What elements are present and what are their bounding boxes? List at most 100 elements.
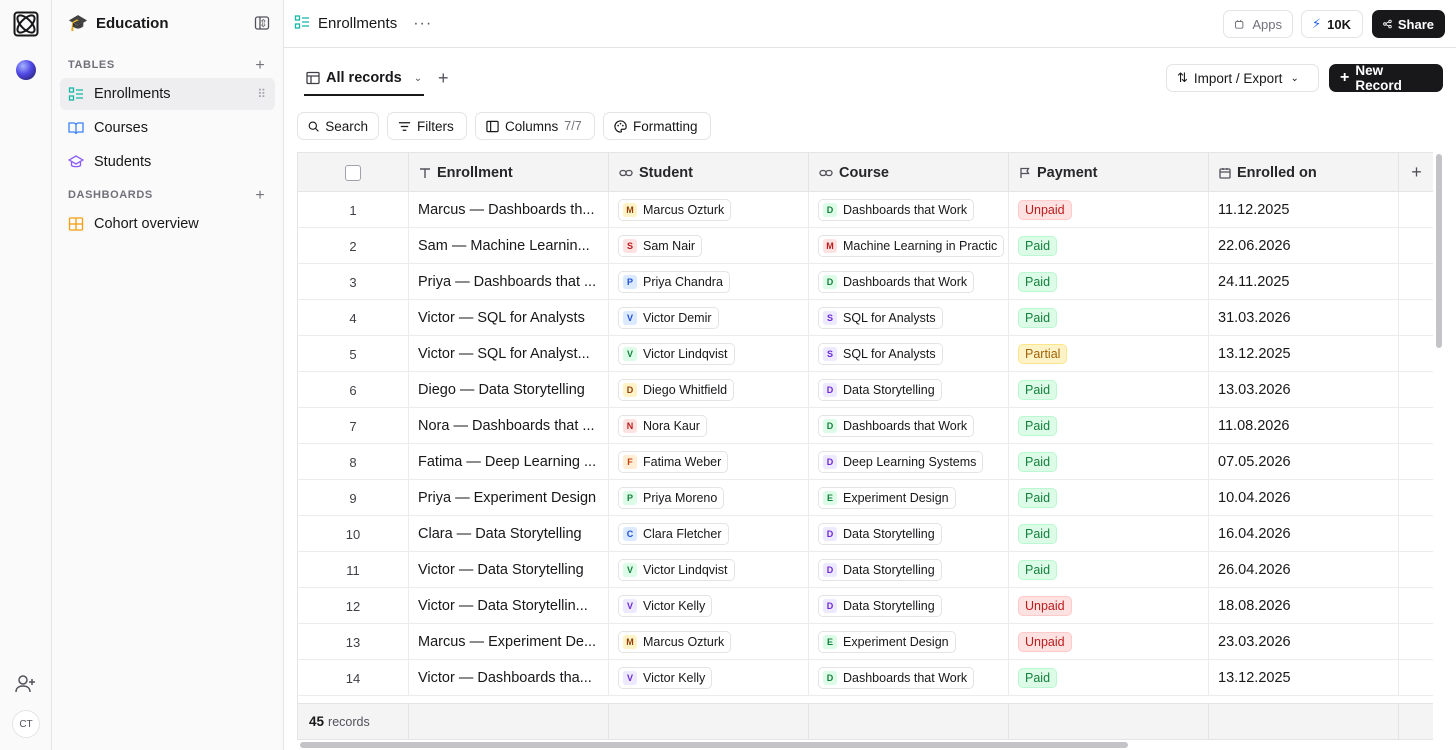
payment-cell[interactable]: Paid [1009, 552, 1209, 588]
course-cell[interactable]: E Experiment Design [809, 624, 1009, 660]
enrolled-on-cell[interactable]: 13.12.2025 [1209, 660, 1399, 696]
formatting-button[interactable]: Formatting [603, 112, 711, 140]
payment-cell[interactable]: Paid [1009, 300, 1209, 336]
table-row[interactable]: 1 Marcus — Dashboards th... M Marcus Ozturk… [298, 192, 1433, 228]
student-cell[interactable]: M Marcus Ozturk [609, 624, 809, 660]
workspace-orb-icon[interactable] [16, 60, 36, 80]
course-chip[interactable]: D Data Storytelling [818, 523, 942, 545]
course-cell[interactable]: D Data Storytelling [809, 552, 1009, 588]
course-cell[interactable]: D Deep Learning Systems [809, 444, 1009, 480]
view-tab-all-records[interactable]: All records ⌄ [304, 62, 425, 96]
table-row[interactable]: 14 Victor — Dashboards tha... V Victor Kell… [298, 660, 1433, 696]
sidebar-item-enrollments[interactable]: Enrollments ⠿ [60, 78, 275, 110]
payment-cell[interactable]: Paid [1009, 264, 1209, 300]
add-column-icon[interactable]: + [1411, 162, 1422, 182]
table-row[interactable]: 13 Marcus — Experiment De... M Marcus Oztur… [298, 624, 1433, 660]
course-chip[interactable]: D Deep Learning Systems [818, 451, 984, 473]
enrolled-on-cell[interactable]: 26.04.2026 [1209, 552, 1399, 588]
course-cell[interactable]: E Experiment Design [809, 480, 1009, 516]
table-row[interactable]: 6 Diego — Data Storytelling D Diego Whitfie… [298, 372, 1433, 408]
columns-button[interactable]: Columns 7/7 [475, 112, 595, 140]
course-chip[interactable]: D Dashboards that Work [818, 667, 975, 689]
payment-cell[interactable]: Partial [1009, 336, 1209, 372]
course-cell[interactable]: D Data Storytelling [809, 372, 1009, 408]
student-chip[interactable]: V Victor Kelly [618, 667, 713, 689]
course-cell[interactable]: D Dashboards that Work [809, 192, 1009, 228]
student-cell[interactable]: N Nora Kaur [609, 408, 809, 444]
course-cell[interactable]: M Machine Learning in Practic [809, 228, 1009, 264]
course-chip[interactable]: D Data Storytelling [818, 379, 942, 401]
student-chip[interactable]: M Marcus Ozturk [618, 199, 732, 221]
course-cell[interactable]: D Dashboards that Work [809, 408, 1009, 444]
course-chip[interactable]: S SQL for Analysts [818, 307, 943, 329]
payment-cell[interactable]: Unpaid [1009, 624, 1209, 660]
enrollment-cell[interactable]: Priya — Dashboards that ... [409, 264, 609, 300]
payment-cell[interactable]: Paid [1009, 660, 1209, 696]
enrolled-on-cell[interactable]: 10.04.2026 [1209, 480, 1399, 516]
chevron-down-icon[interactable]: ⌄ [413, 72, 423, 84]
column-header-enrollment[interactable]: Enrollment [409, 153, 609, 192]
student-chip[interactable]: V Victor Kelly [618, 595, 713, 617]
course-cell[interactable]: D Data Storytelling [809, 516, 1009, 552]
course-chip[interactable]: D Dashboards that Work [818, 199, 975, 221]
sidebar-item-cohort-overview[interactable]: Cohort overview [60, 208, 275, 240]
column-header-payment[interactable]: Payment [1009, 153, 1209, 192]
enrollment-cell[interactable]: Priya — Experiment Design [409, 480, 609, 516]
filters-button[interactable]: Filters [387, 112, 467, 140]
enrolled-on-cell[interactable]: 11.12.2025 [1209, 192, 1399, 228]
student-chip[interactable]: M Marcus Ozturk [618, 631, 732, 653]
payment-cell[interactable]: Unpaid [1009, 588, 1209, 624]
column-header-enrolled-on[interactable]: Enrolled on [1209, 153, 1399, 192]
student-chip[interactable]: P Priya Moreno [618, 487, 725, 509]
new-record-button[interactable]: + New Record [1329, 63, 1443, 93]
payment-cell[interactable]: Paid [1009, 444, 1209, 480]
enrolled-on-cell[interactable]: 16.04.2026 [1209, 516, 1399, 552]
student-cell[interactable]: P Priya Moreno [609, 480, 809, 516]
course-chip[interactable]: D Data Storytelling [818, 595, 942, 617]
enrolled-on-cell[interactable]: 13.03.2026 [1209, 372, 1399, 408]
enrollment-cell[interactable]: Victor — SQL for Analyst... [409, 336, 609, 372]
payment-cell[interactable]: Paid [1009, 408, 1209, 444]
table-row[interactable]: 11 Victor — Data Storytelling V Victor Lind… [298, 552, 1433, 588]
table-row[interactable]: 4 Victor — SQL for Analysts V Victor Demir S… [298, 300, 1433, 336]
import-export-button[interactable]: ⇅ Import / Export ⌄ [1166, 64, 1319, 92]
student-chip[interactable]: V Victor Lindqvist [618, 559, 735, 581]
enrolled-on-cell[interactable]: 31.03.2026 [1209, 300, 1399, 336]
sidebar-toggle-icon[interactable] [254, 15, 270, 31]
apps-button[interactable]: Apps [1223, 10, 1293, 38]
course-chip[interactable]: E Experiment Design [818, 487, 956, 509]
course-cell[interactable]: D Dashboards that Work [809, 660, 1009, 696]
course-cell[interactable]: S SQL for Analysts [809, 336, 1009, 372]
payment-cell[interactable]: Unpaid [1009, 192, 1209, 228]
student-chip[interactable]: V Victor Demir [618, 307, 719, 329]
column-header-student[interactable]: Student [609, 153, 809, 192]
student-chip[interactable]: D Diego Whitfield [618, 379, 735, 401]
drag-handle-icon[interactable]: ⠿ [257, 87, 266, 101]
enrolled-on-cell[interactable]: 13.12.2025 [1209, 336, 1399, 372]
payment-cell[interactable]: Paid [1009, 516, 1209, 552]
enrollment-cell[interactable]: Marcus — Dashboards th... [409, 192, 609, 228]
add-table-icon[interactable]: + [255, 57, 265, 74]
student-cell[interactable]: M Marcus Ozturk [609, 192, 809, 228]
course-cell[interactable]: D Data Storytelling [809, 588, 1009, 624]
select-all-checkbox[interactable] [345, 164, 361, 181]
course-chip[interactable]: D Data Storytelling [818, 559, 942, 581]
student-cell[interactable]: S Sam Nair [609, 228, 809, 264]
course-chip[interactable]: M Machine Learning in Practic [818, 235, 1005, 257]
vertical-scrollbar[interactable] [1436, 154, 1442, 348]
table-row[interactable]: 10 Clara — Data Storytelling C Clara Fletch… [298, 516, 1433, 552]
credits-button[interactable]: ⚡ 10K [1301, 10, 1363, 38]
enrolled-on-cell[interactable]: 18.08.2026 [1209, 588, 1399, 624]
course-cell[interactable]: S SQL for Analysts [809, 300, 1009, 336]
add-dashboard-icon[interactable]: + [255, 187, 265, 204]
payment-cell[interactable]: Paid [1009, 228, 1209, 264]
student-chip[interactable]: C Clara Fletcher [618, 523, 729, 545]
student-cell[interactable]: D Diego Whitfield [609, 372, 809, 408]
enrollment-cell[interactable]: Victor — Dashboards tha... [409, 660, 609, 696]
enrolled-on-cell[interactable]: 23.03.2026 [1209, 624, 1399, 660]
student-cell[interactable]: C Clara Fletcher [609, 516, 809, 552]
horizontal-scrollbar[interactable] [300, 742, 1128, 748]
course-chip[interactable]: D Dashboards that Work [818, 415, 975, 437]
student-chip[interactable]: F Fatima Weber [618, 451, 729, 473]
enrolled-on-cell[interactable]: 11.08.2026 [1209, 408, 1399, 444]
